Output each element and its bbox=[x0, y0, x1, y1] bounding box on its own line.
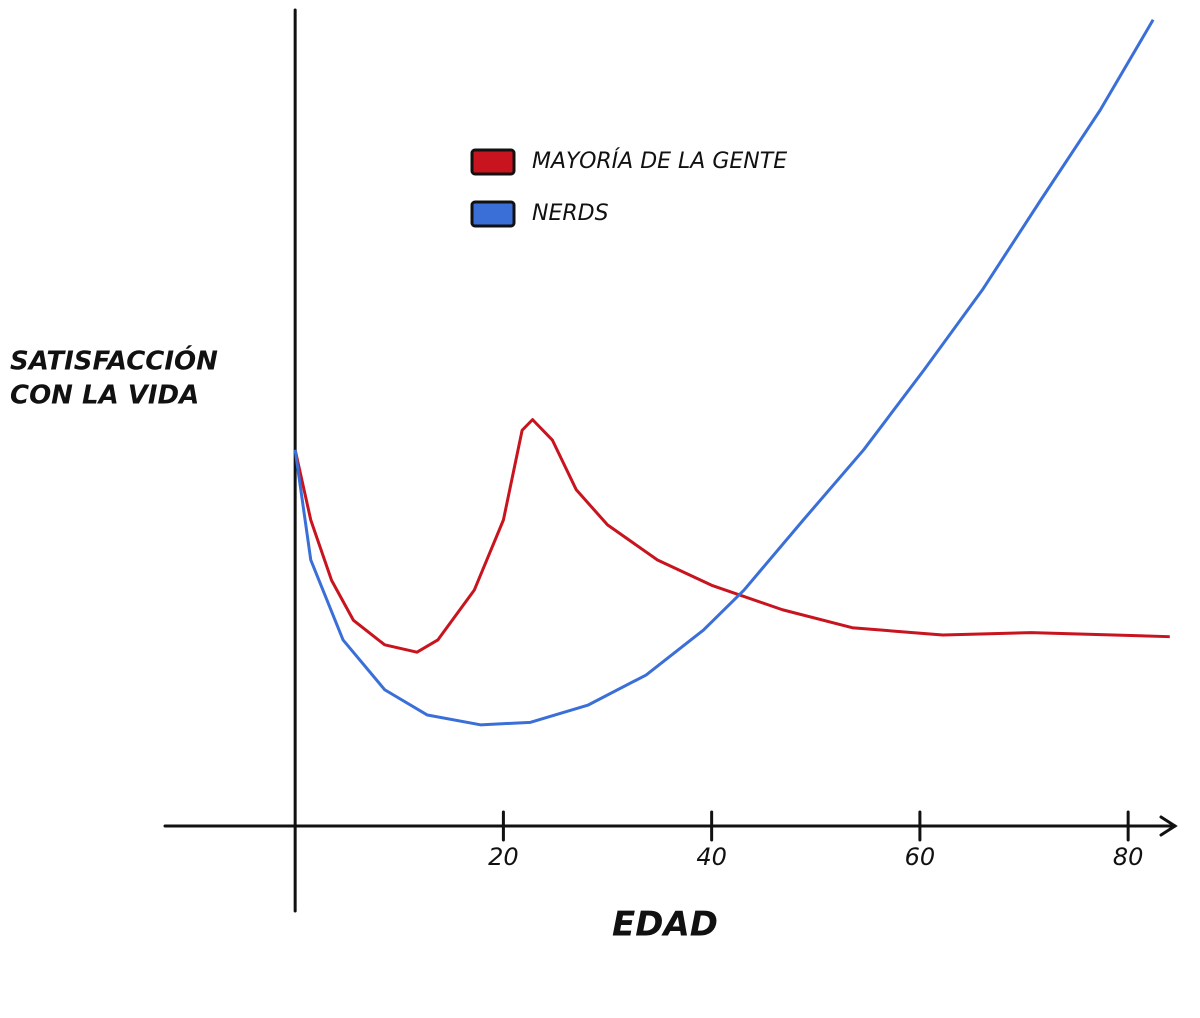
y-axis-label: CON LA VIDA bbox=[10, 381, 199, 411]
legend-swatch bbox=[470, 200, 516, 228]
x-axis-arrow bbox=[1159, 815, 1178, 837]
x-tick-label: 60 bbox=[905, 843, 936, 871]
data-line bbox=[293, 19, 1155, 727]
y-axis-label: SATISFACCIÓN bbox=[10, 345, 218, 377]
data-line bbox=[293, 418, 1170, 654]
legend-label: NERDS bbox=[532, 201, 609, 226]
x-tick-label: 20 bbox=[488, 843, 519, 871]
legend-label: MAYORÍA DE LA GENTE bbox=[532, 148, 787, 174]
legend-swatch bbox=[470, 148, 516, 176]
x-tick-label: 80 bbox=[1113, 843, 1144, 871]
x-axis-label: EDAD bbox=[612, 905, 718, 945]
x-tick-label: 40 bbox=[696, 843, 727, 871]
